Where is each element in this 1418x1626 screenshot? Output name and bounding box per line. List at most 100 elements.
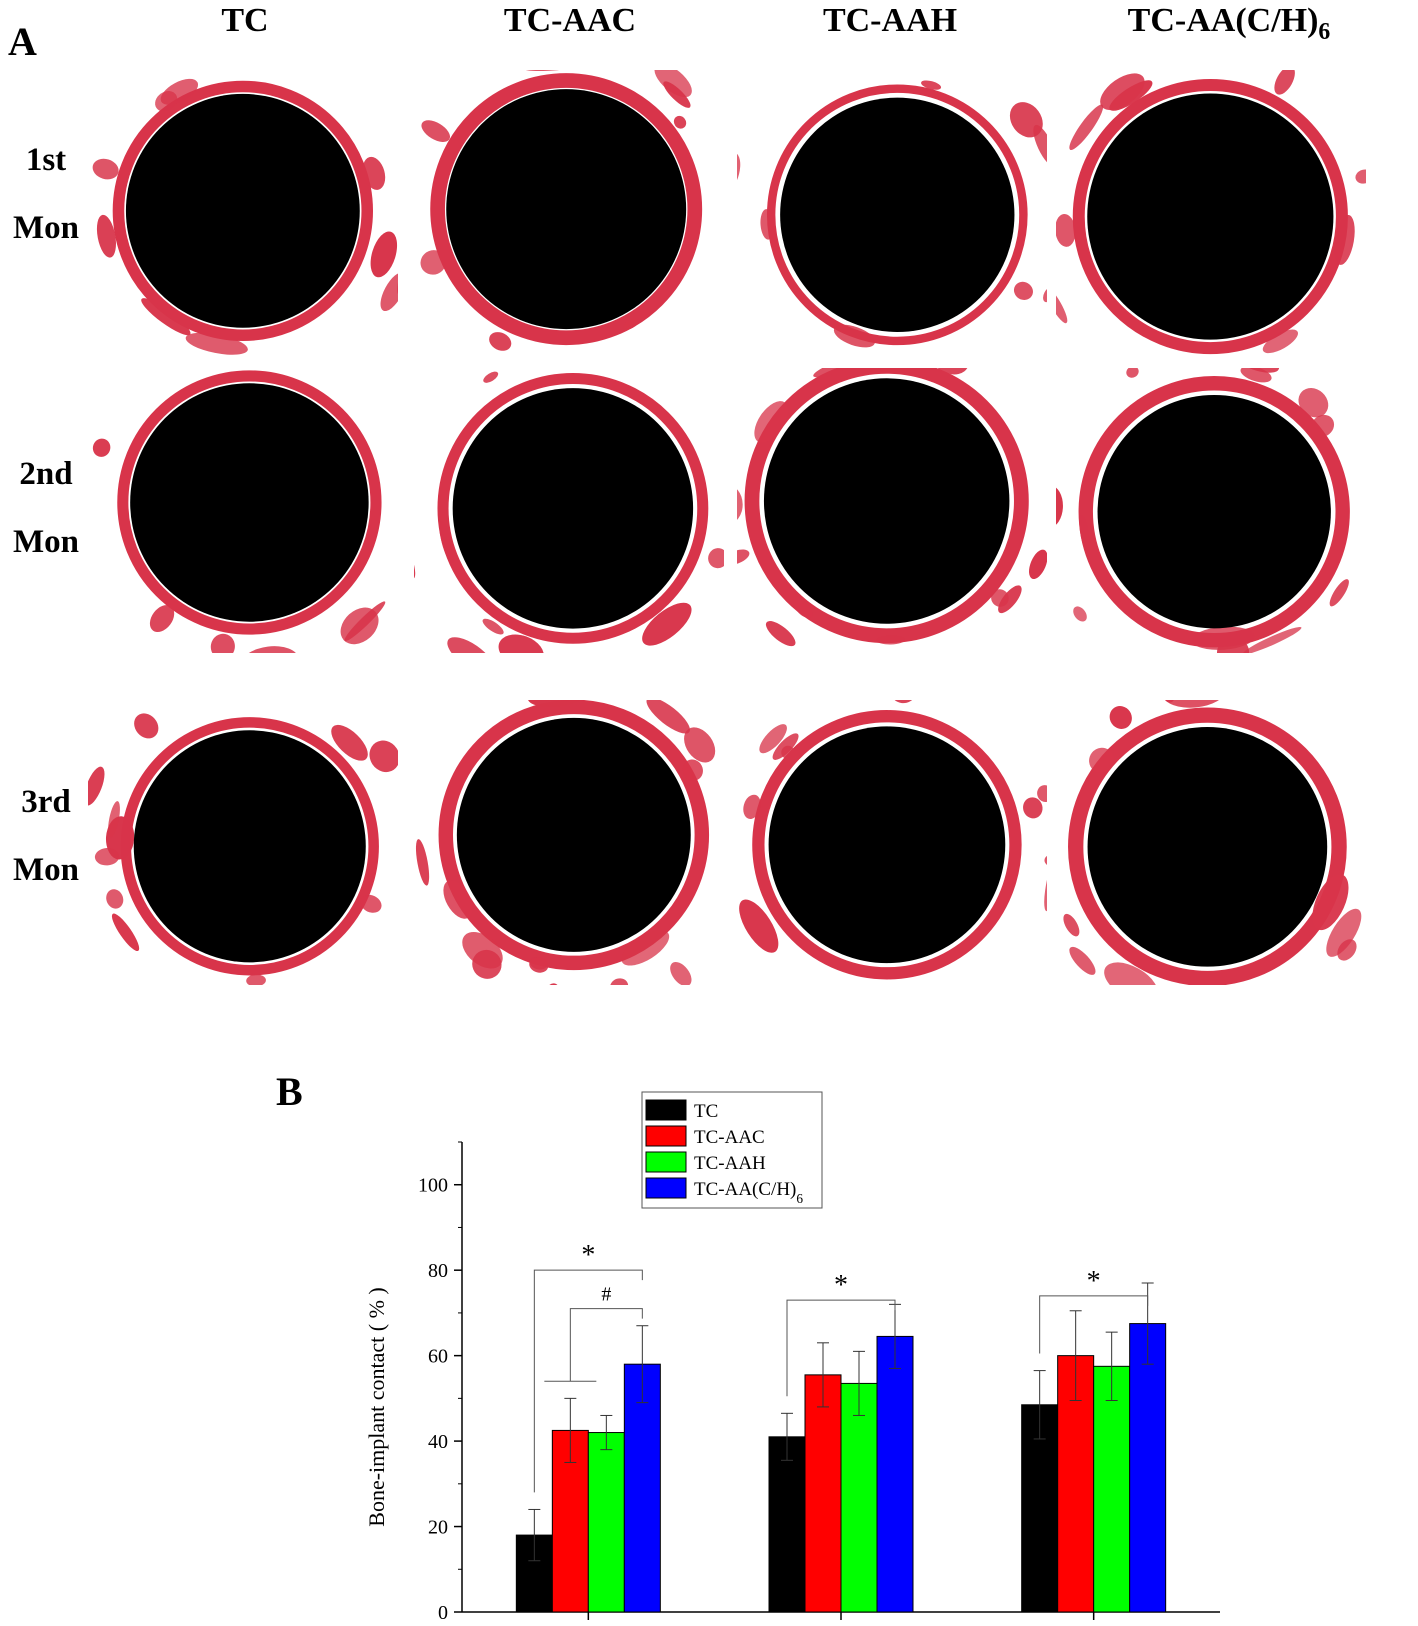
bone-trabecula <box>134 713 159 739</box>
bone-trabecula <box>1079 514 1090 552</box>
significance-label: * <box>834 1270 848 1301</box>
bone-trabecula <box>1033 124 1047 167</box>
row-label-1st: 1st <box>25 142 67 178</box>
bone-trabecula <box>331 724 368 761</box>
row-label-3rd-month: 3rd Mon <box>0 768 92 904</box>
histology-tile <box>414 70 724 355</box>
histology-image <box>92 78 398 355</box>
bone-trabecula <box>360 894 382 913</box>
significance-label: * <box>1087 1266 1101 1297</box>
significance-label: # <box>601 1284 611 1306</box>
column-header-tc: TC <box>221 2 269 39</box>
y-tick-label: 40 <box>428 1431 448 1453</box>
bone-trabecula <box>1326 908 1362 957</box>
bone-trabecula <box>111 913 140 952</box>
legend-swatch <box>645 1099 687 1121</box>
bar-3-0 <box>623 1363 661 1613</box>
column-header-tc-aa-ch6: TC-AA(C/H)6 <box>1040 2 1418 46</box>
bone-trabecula <box>443 880 473 919</box>
row-label-mon: Mon <box>13 524 79 560</box>
bone-trabecula <box>795 602 813 618</box>
histology-tile <box>88 700 398 985</box>
bone-trabecula <box>155 91 178 112</box>
bone-trabecula <box>106 889 124 909</box>
bone-trabecula <box>523 70 586 72</box>
bone-trabecula <box>210 633 235 653</box>
bone-trabecula <box>663 81 691 108</box>
legend-label: TC <box>694 1101 718 1122</box>
histology-tile <box>88 70 398 355</box>
row-label-3rd: 3rd <box>21 784 71 820</box>
bone-trabecula <box>498 634 544 653</box>
bone-ring <box>112 80 374 342</box>
bone-trabecula <box>1056 253 1057 303</box>
bone-trabecula <box>1037 785 1047 803</box>
bone-trabecula <box>1126 368 1139 378</box>
bone-trabecula <box>1138 368 1201 372</box>
implant-cross-section <box>125 93 360 328</box>
bar-3-2 <box>1129 1323 1167 1613</box>
bone-trabecula <box>1355 169 1366 184</box>
bone-trabecula <box>1274 70 1295 95</box>
bone-trabecula <box>1073 606 1087 622</box>
bone-trabecula <box>765 621 796 647</box>
bone-trabecula <box>682 759 703 781</box>
bone-trabecula <box>813 368 861 378</box>
bone-trabecula <box>370 231 398 278</box>
bone-trabecula <box>340 607 379 645</box>
histology-image <box>739 700 1047 980</box>
bone-trabecula <box>92 438 111 457</box>
histology-image <box>737 80 1047 348</box>
legend-label: TC-AAC <box>694 1127 765 1148</box>
bone-trabecula <box>395 859 398 923</box>
row-label-mon: Mon <box>13 852 79 888</box>
y-tick-label: 100 <box>418 1175 448 1197</box>
bone-trabecula <box>759 724 787 754</box>
bone-trabecula <box>998 585 1022 614</box>
bone-trabecula <box>673 115 687 129</box>
bone-trabecula <box>642 602 692 646</box>
histology-image <box>88 713 398 985</box>
column-header-tc-aac: TC-AAC <box>503 2 637 39</box>
bar-0-1 <box>768 1436 806 1613</box>
bone-trabecula <box>92 158 119 180</box>
histology-image <box>1056 70 1366 355</box>
row-label-2nd: 2nd <box>19 456 73 492</box>
bone-trabecula <box>1163 700 1225 708</box>
bone-trabecula <box>1334 214 1355 265</box>
bone-trabecula <box>1043 287 1047 303</box>
implant-cross-section <box>1087 727 1328 967</box>
significance-label: * <box>581 1240 595 1271</box>
bone-trabecula <box>529 957 549 973</box>
significance-bracket <box>786 1299 896 1397</box>
histology-tile <box>1056 700 1366 985</box>
significance-bracket <box>1039 1295 1149 1354</box>
histology-tile <box>88 368 398 653</box>
implant-cross-section <box>130 383 369 622</box>
bone-trabecula <box>1104 962 1158 985</box>
implant-cross-section <box>456 717 691 952</box>
bone-trabecula <box>621 930 670 966</box>
bone-trabecula <box>1056 485 1063 528</box>
bone-trabecula <box>1013 281 1033 300</box>
column-header-tc-aah: TC-AAH <box>822 2 958 39</box>
histology-image <box>415 700 716 985</box>
histology-tile <box>1056 368 1366 653</box>
bar-chart: 0204060801001 Month2 Months3 MonthsBone-… <box>364 1091 1220 1626</box>
y-tick-label: 20 <box>428 1517 448 1539</box>
implant-cross-section <box>1087 93 1334 340</box>
implant-cross-section <box>446 89 687 330</box>
bone-trabecula <box>380 272 398 312</box>
bone-trabecula <box>623 318 639 330</box>
bone-trabecula <box>439 520 455 564</box>
bone-trabecula <box>781 745 795 759</box>
implant-cross-section <box>133 730 366 963</box>
panel-b-letter: B <box>276 1069 303 1114</box>
bone-trabecula <box>420 250 447 275</box>
bone-trabecula <box>1329 579 1349 607</box>
histology-image <box>737 368 1047 647</box>
bone-trabecula <box>670 961 692 985</box>
bars <box>515 1282 1167 1613</box>
bone-trabecula <box>483 371 499 383</box>
legend-swatch <box>645 1151 687 1173</box>
